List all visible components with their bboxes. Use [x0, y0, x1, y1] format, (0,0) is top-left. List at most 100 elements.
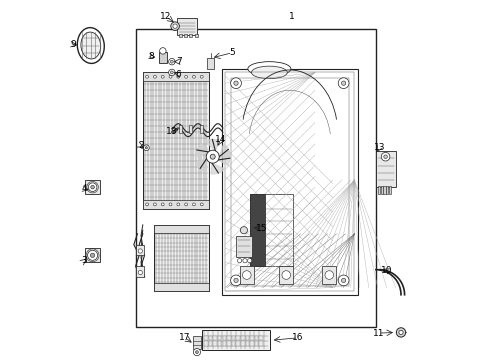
- Bar: [195, 34, 197, 37]
- Text: 10: 10: [381, 266, 392, 275]
- Bar: [136, 266, 144, 277]
- Circle shape: [240, 226, 247, 234]
- Polygon shape: [211, 163, 225, 174]
- Bar: [143, 72, 209, 81]
- Text: 2: 2: [138, 141, 144, 150]
- Bar: [389, 186, 392, 194]
- Bar: [179, 34, 181, 37]
- Bar: [179, 126, 181, 134]
- Circle shape: [146, 147, 147, 149]
- Bar: [153, 225, 209, 291]
- Circle shape: [185, 203, 188, 206]
- Polygon shape: [205, 139, 220, 151]
- Circle shape: [169, 203, 172, 206]
- Circle shape: [146, 203, 148, 206]
- Bar: [222, 336, 226, 341]
- Text: 11: 11: [373, 329, 384, 338]
- Polygon shape: [219, 144, 230, 157]
- Bar: [255, 341, 258, 346]
- Circle shape: [243, 258, 247, 263]
- Circle shape: [169, 69, 175, 76]
- Circle shape: [169, 58, 175, 65]
- Circle shape: [282, 271, 291, 279]
- Bar: [250, 341, 254, 346]
- Bar: [227, 341, 231, 346]
- Polygon shape: [196, 144, 208, 157]
- Bar: [153, 283, 209, 291]
- Circle shape: [169, 75, 172, 78]
- Circle shape: [144, 145, 149, 150]
- Circle shape: [234, 81, 238, 85]
- Circle shape: [238, 258, 242, 263]
- Circle shape: [206, 150, 219, 163]
- Bar: [218, 336, 221, 341]
- Circle shape: [396, 328, 406, 337]
- Bar: [136, 30, 376, 327]
- Bar: [177, 18, 196, 35]
- Bar: [322, 266, 337, 284]
- Bar: [245, 336, 249, 341]
- Bar: [255, 336, 258, 341]
- Circle shape: [200, 75, 203, 78]
- Bar: [159, 52, 167, 63]
- Circle shape: [342, 278, 346, 283]
- Circle shape: [243, 271, 251, 279]
- Bar: [259, 336, 263, 341]
- Ellipse shape: [251, 66, 287, 79]
- Circle shape: [342, 81, 346, 85]
- Polygon shape: [196, 159, 207, 173]
- Text: 1: 1: [289, 12, 294, 21]
- Bar: [250, 336, 254, 341]
- Circle shape: [247, 258, 252, 263]
- Bar: [386, 186, 389, 194]
- Bar: [209, 341, 212, 346]
- Bar: [279, 266, 294, 284]
- Bar: [143, 72, 209, 209]
- Text: 14: 14: [215, 135, 226, 144]
- Bar: [250, 194, 294, 266]
- Bar: [207, 58, 214, 69]
- Circle shape: [160, 48, 166, 54]
- Bar: [153, 225, 209, 233]
- Circle shape: [338, 78, 349, 89]
- Bar: [236, 336, 240, 341]
- Circle shape: [338, 275, 349, 286]
- Bar: [209, 336, 212, 341]
- Ellipse shape: [77, 28, 104, 63]
- Circle shape: [88, 250, 98, 260]
- Bar: [231, 78, 349, 286]
- Circle shape: [231, 78, 242, 89]
- Bar: [143, 200, 209, 209]
- Polygon shape: [219, 151, 230, 165]
- Bar: [381, 186, 383, 194]
- Text: 7: 7: [176, 57, 181, 66]
- Circle shape: [161, 203, 164, 206]
- Circle shape: [173, 24, 177, 28]
- Bar: [204, 341, 208, 346]
- Circle shape: [193, 75, 196, 78]
- Circle shape: [171, 71, 173, 74]
- Circle shape: [153, 75, 156, 78]
- Bar: [232, 341, 235, 346]
- Text: 6: 6: [176, 70, 181, 79]
- Circle shape: [384, 155, 388, 158]
- Text: 8: 8: [148, 52, 154, 61]
- Circle shape: [91, 185, 95, 189]
- Bar: [241, 341, 245, 346]
- Bar: [184, 34, 187, 37]
- Circle shape: [234, 278, 238, 283]
- Bar: [232, 336, 235, 341]
- Bar: [190, 34, 192, 37]
- Bar: [213, 341, 217, 346]
- Bar: [378, 186, 380, 194]
- Circle shape: [138, 249, 143, 253]
- Text: 12: 12: [160, 12, 172, 21]
- Circle shape: [88, 183, 97, 192]
- Circle shape: [200, 203, 203, 206]
- Text: 13: 13: [374, 143, 385, 152]
- Bar: [227, 336, 231, 341]
- Text: 9: 9: [70, 40, 76, 49]
- Bar: [202, 329, 270, 350]
- Bar: [240, 266, 254, 284]
- Text: 4: 4: [81, 184, 87, 193]
